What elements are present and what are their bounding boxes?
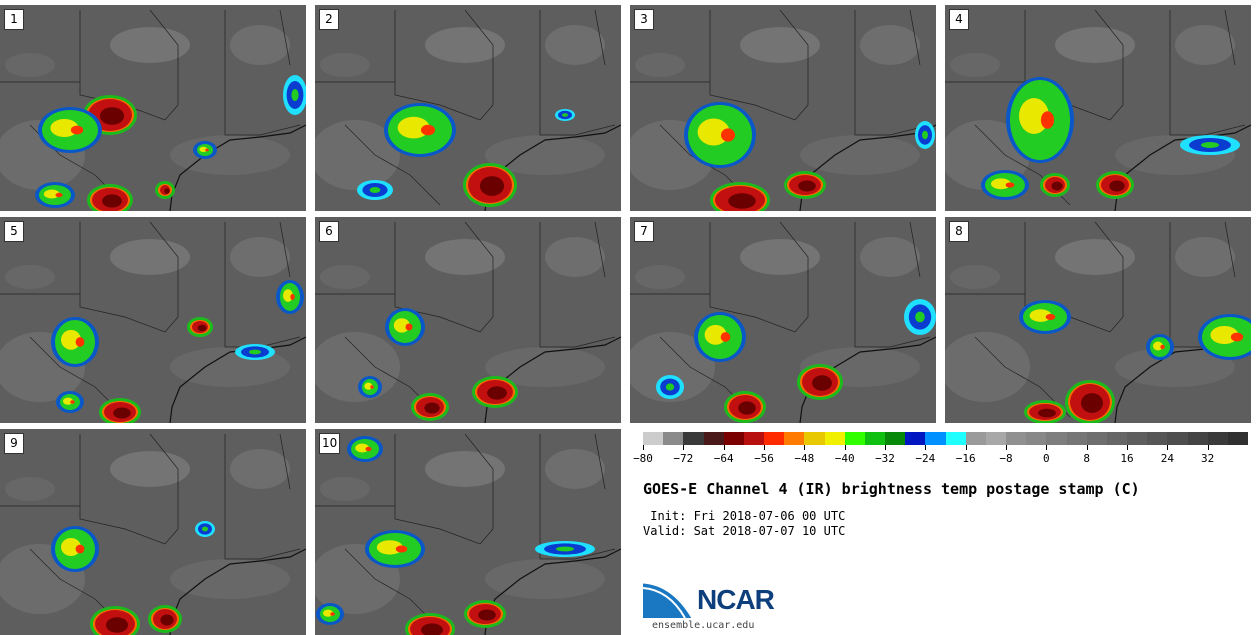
colorbar-tick-label: 0: [1043, 452, 1050, 465]
colorbar-tick: [764, 445, 765, 450]
satellite-map: [315, 5, 621, 211]
colorbar-tick-label: −72: [673, 452, 694, 465]
colorbar-tick-label: −40: [834, 452, 855, 465]
colorbar-swatch: [784, 432, 805, 445]
satellite-map: [315, 217, 621, 423]
satellite-map: [0, 5, 306, 211]
colorbar-tick: [965, 445, 967, 450]
map-panel-2: 2: [315, 5, 621, 211]
colorbar-tick-label: 8: [1083, 452, 1090, 465]
colorbar-swatch: [864, 432, 886, 445]
panel-number-label: 8: [949, 221, 969, 242]
colorbar-swatch: [1187, 432, 1208, 445]
colorbar-swatch: [703, 432, 724, 445]
colorbar-tick: [643, 445, 644, 450]
panel-number-label: 6: [319, 221, 339, 242]
colorbar-swatch: [683, 432, 704, 445]
map-panel-5: 5: [0, 217, 306, 423]
colorbar-swatch: [1127, 432, 1148, 445]
colorbar-tick: [723, 445, 725, 450]
panel-number-label: 7: [634, 221, 654, 242]
map-panel-10: 10: [315, 429, 621, 635]
colorbar-swatch: [1066, 432, 1087, 445]
colorbar-swatch: [1227, 432, 1249, 445]
satellite-map: [0, 429, 306, 635]
colorbar-swatch: [1046, 432, 1067, 445]
colorbar-tick-label: 24: [1160, 452, 1174, 465]
colorbar-swatch: [764, 432, 785, 445]
colorbar-swatch: [1147, 432, 1168, 445]
ncar-logo-text: NCAR: [697, 584, 775, 615]
satellite-map: [945, 217, 1251, 423]
panel-number-label: 5: [4, 221, 24, 242]
map-panel-3: 3: [630, 5, 936, 211]
colorbar-swatch: [945, 432, 966, 445]
ncar-logo: NCAR: [642, 578, 803, 622]
colorbar-swatch: [905, 432, 926, 445]
colorbar-swatch: [743, 432, 765, 445]
panel-number-label: 9: [4, 433, 24, 454]
colorbar-swatch: [1086, 432, 1107, 445]
colorbar-tick: [683, 445, 685, 450]
colorbar-tick: [1006, 445, 1007, 450]
colorbar-tick: [1167, 445, 1169, 450]
colorbar-tick-label: −32: [875, 452, 895, 465]
colorbar-tick: [885, 445, 886, 450]
map-panel-7: 7: [630, 217, 936, 423]
panel-number-label: 3: [634, 9, 654, 30]
colorbar-tick-label: −24: [915, 452, 936, 465]
ncar-logo-swoosh-icon: [642, 580, 695, 619]
colorbar-swatch: [844, 432, 865, 445]
init-time: Init: Fri 2018-07-06 00 UTC: [643, 509, 846, 523]
colorbar-tick-label: 16: [1120, 452, 1134, 465]
colorbar-swatch: [1006, 432, 1027, 445]
colorbar-swatch: [723, 432, 744, 445]
map-panel-1: 1: [0, 5, 306, 211]
colorbar-tick-label: −8: [999, 452, 1013, 465]
colorbar-tick-label: −80: [633, 452, 653, 465]
map-panel-9: 9: [0, 429, 306, 635]
colorbar: −80 −72 −64 −56 −48 −40 −32 −24 −16 −8 0 8 16 24 32: [633, 432, 1249, 472]
panel-number-label: 2: [319, 9, 339, 30]
satellite-map: [0, 217, 306, 423]
colorbar-tick: [804, 445, 806, 450]
colorbar-tick: [925, 445, 927, 450]
satellite-map: [630, 5, 936, 211]
colorbar-tick: [1046, 445, 1048, 450]
colorbar-swatch: [1207, 432, 1228, 445]
colorbar-swatch: [1106, 432, 1128, 445]
colorbar-tick: [844, 445, 846, 450]
panel-number-label: 10: [319, 433, 341, 454]
satellite-map: [630, 217, 936, 423]
colorbar-swatches: [643, 432, 1249, 445]
map-panel-4: 4: [945, 5, 1251, 211]
colorbar-tick-label: −56: [754, 452, 774, 465]
website-text: ensemble.ucar.edu: [652, 620, 755, 631]
colorbar-swatch: [643, 432, 664, 445]
colorbar-tick: [1127, 445, 1128, 450]
colorbar-tick: [1207, 445, 1209, 450]
colorbar-swatch: [985, 432, 1007, 445]
satellite-map: [315, 429, 621, 635]
panel-number-label: 1: [4, 9, 24, 30]
colorbar-tick: [1086, 445, 1088, 450]
colorbar-swatch: [925, 432, 946, 445]
map-panel-8: 8: [945, 217, 1251, 423]
colorbar-swatch: [824, 432, 845, 445]
colorbar-swatch: [663, 432, 684, 445]
colorbar-swatch: [885, 432, 906, 445]
panel-number-label: 4: [949, 9, 969, 30]
colorbar-swatch: [1026, 432, 1047, 445]
map-panel-6: 6: [315, 217, 621, 423]
satellite-map: [945, 5, 1251, 211]
valid-time: Valid: Sat 2018-07-07 10 UTC: [643, 524, 846, 538]
colorbar-swatch: [804, 432, 825, 445]
colorbar-swatch: [965, 432, 986, 445]
colorbar-tick-label: −48: [794, 452, 815, 465]
colorbar-tick-label: −64: [713, 452, 734, 465]
colorbar-tick-label: −16: [955, 452, 976, 465]
figure-title: GOES-E Channel 4 (IR) brightness temp po…: [643, 480, 1140, 498]
colorbar-swatch: [1167, 432, 1188, 445]
colorbar-tick-label: 32: [1201, 452, 1215, 465]
